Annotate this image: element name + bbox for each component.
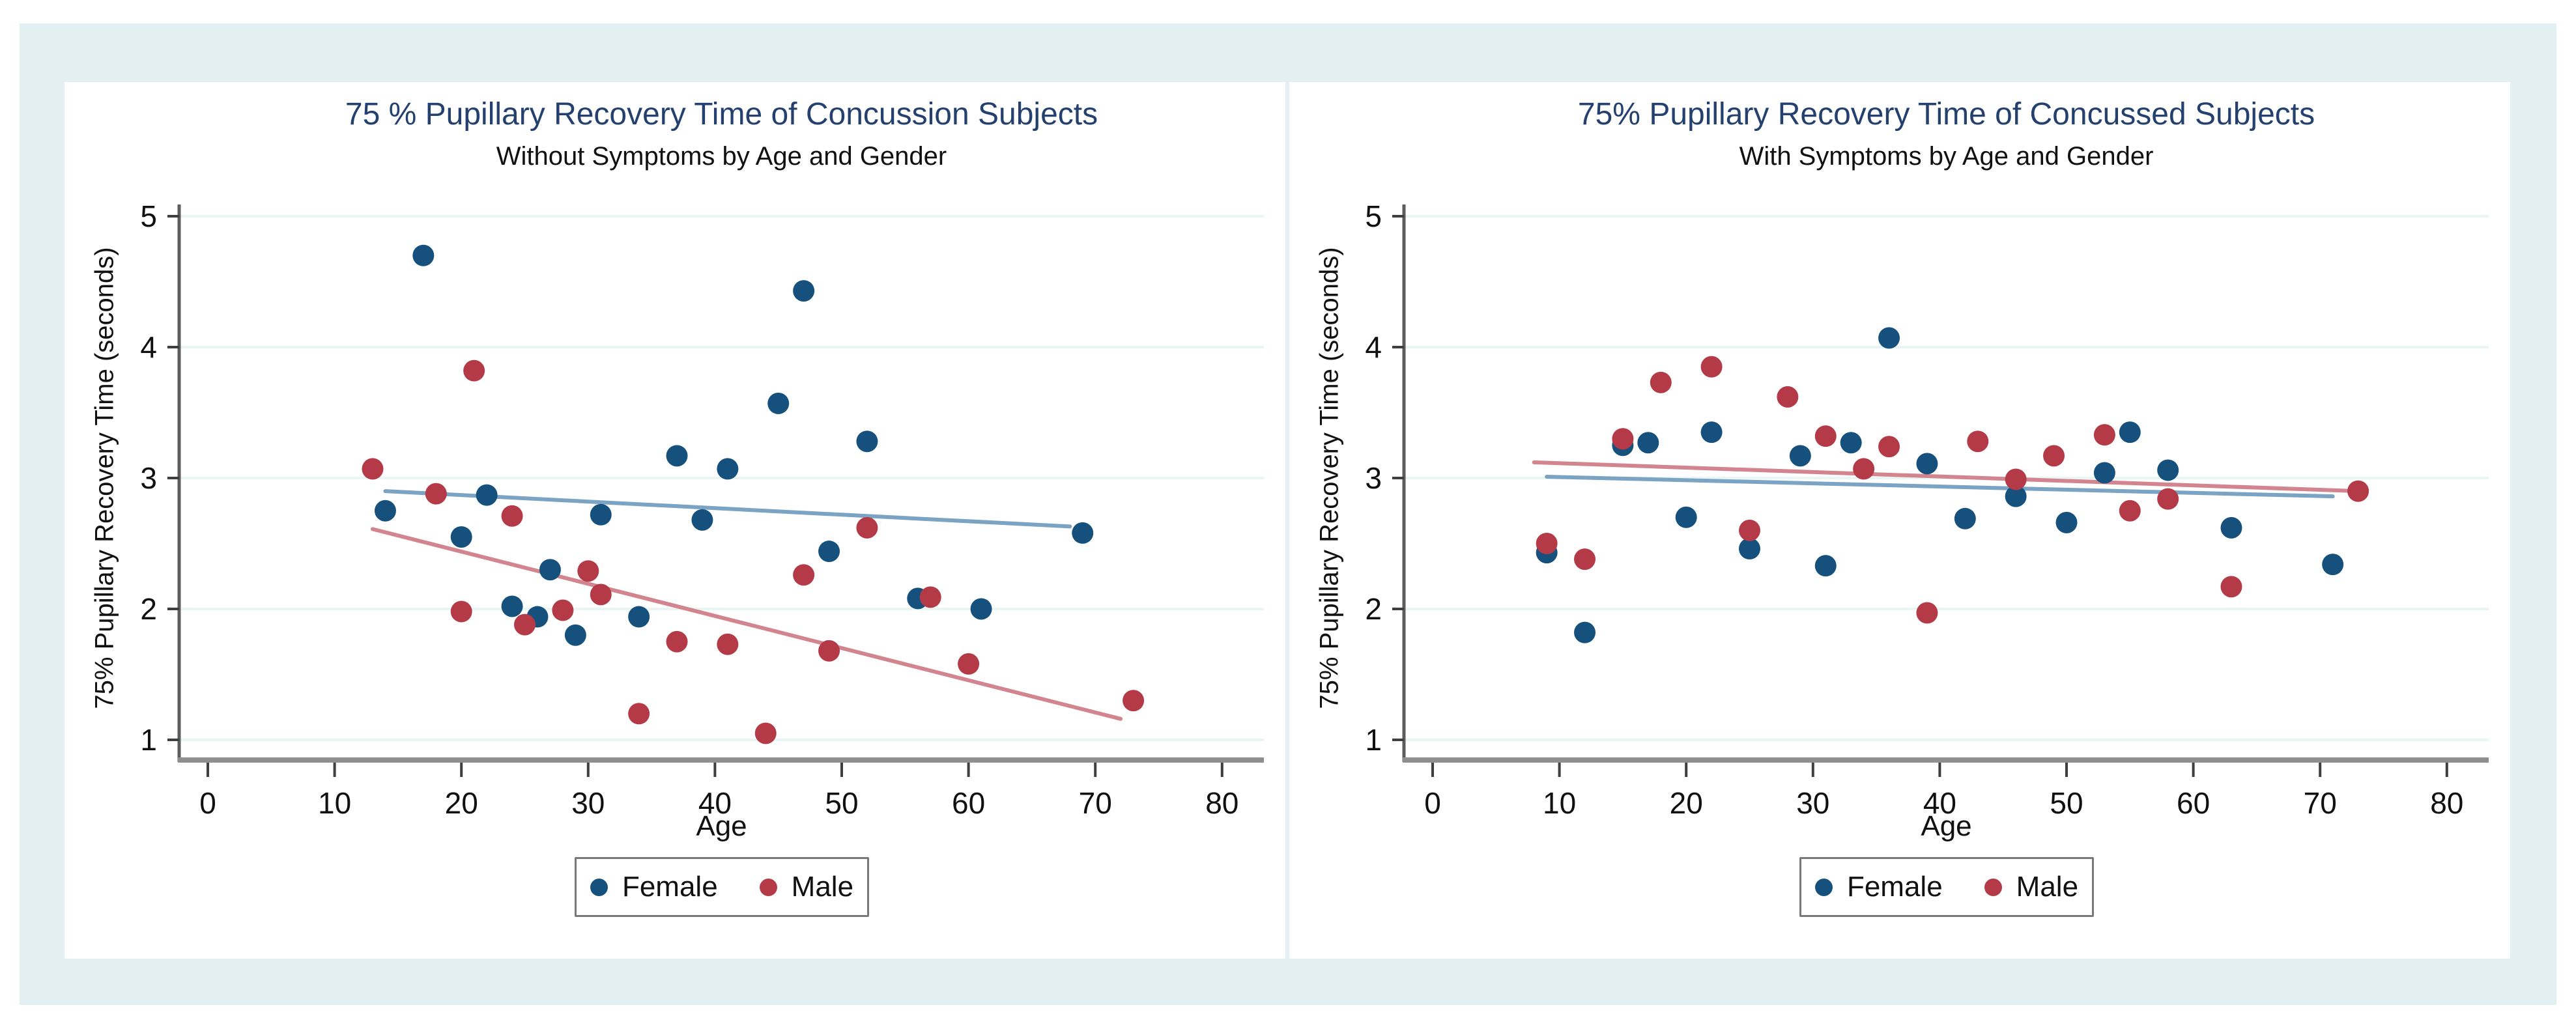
svg-text:30: 30 [1796,786,1829,820]
svg-text:70: 70 [1079,786,1112,820]
svg-text:40: 40 [698,786,732,820]
x-axis-label: Age [696,810,747,842]
chart-title: 75 % Pupillary Recovery Time of Concussi… [345,97,1098,132]
female-legend-label: Female [1846,871,1943,903]
svg-text:1: 1 [1365,723,1382,757]
male-legend-label: Male [2016,871,2079,903]
svg-text:1: 1 [140,723,157,757]
svg-text:10: 10 [1543,786,1576,820]
legend-item-male: Male [1984,871,2078,903]
female-legend-label: Female [622,871,718,903]
svg-text:50: 50 [825,786,858,820]
svg-text:10: 10 [318,786,351,820]
male-marker-icon [759,878,777,896]
legend-item-male: Male [759,871,854,903]
svg-text:80: 80 [1205,786,1238,820]
x-axis-label: Age [1921,810,1972,842]
svg-text:20: 20 [445,786,478,820]
svg-text:4: 4 [1365,330,1382,364]
svg-text:60: 60 [2177,786,2210,820]
legend-item-female: Female [590,871,718,903]
female-marker-icon [1814,878,1833,896]
svg-text:3: 3 [1365,461,1382,495]
chart-panel-without-symptoms: 75 % Pupillary Recovery Time of Concussi… [64,82,1285,959]
chart-subtitle: Without Symptoms by Age and Gender [496,142,947,171]
legend: Female Male [575,857,869,917]
chart-title: 75% Pupillary Recovery Time of Concussed… [1577,97,2315,132]
svg-text:0: 0 [199,786,216,820]
female-marker-icon [590,878,608,896]
chart-subtitle: With Symptoms by Age and Gender [1739,142,2154,171]
svg-text:60: 60 [952,786,985,820]
svg-text:50: 50 [2050,786,2083,820]
male-legend-label: Male [791,871,854,903]
male-marker-icon [1984,878,2002,896]
svg-text:4: 4 [140,330,157,364]
chart-panel-with-symptoms: 75% Pupillary Recovery Time of Concussed… [1289,82,2510,959]
legend: Female Male [1799,857,2094,917]
svg-text:80: 80 [2430,786,2463,820]
svg-text:2: 2 [1365,592,1382,626]
legend-item-female: Female [1814,871,1943,903]
svg-text:40: 40 [1923,786,1956,820]
svg-text:30: 30 [571,786,605,820]
svg-text:5: 5 [1365,199,1382,233]
svg-text:20: 20 [1670,786,1703,820]
svg-text:5: 5 [140,199,157,233]
svg-text:2: 2 [140,592,157,626]
svg-text:70: 70 [2304,786,2337,820]
svg-text:3: 3 [140,461,157,495]
svg-text:0: 0 [1424,786,1441,820]
